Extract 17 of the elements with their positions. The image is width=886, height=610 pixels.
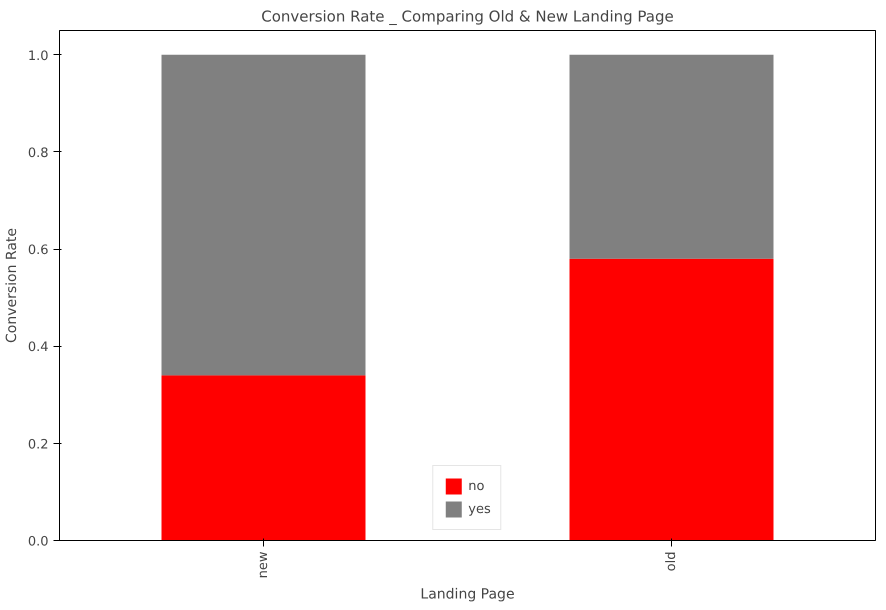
chart-title: Conversion Rate _ Comparing Old & New Landing Page [261,8,674,26]
y-tick-label: 1.0 [28,48,49,64]
y-tick-label: 0.6 [28,243,49,258]
y-tick-label: 0.2 [28,437,49,452]
y-tick-label: 0.8 [28,146,49,161]
bar [570,258,774,540]
legend-label: yes [468,502,491,516]
bar [162,54,366,376]
y-axis-title: Conversion Rate [4,228,20,344]
bar [162,375,366,540]
y-tick-label: 0.4 [28,340,49,356]
x-axis-title: Landing Page [420,586,515,602]
x-tick-label: new [256,551,271,578]
y-tick-label: 0.0 [28,534,49,550]
x-tick-label: old [664,551,679,572]
legend-label: no [468,478,486,494]
bar [570,54,774,259]
